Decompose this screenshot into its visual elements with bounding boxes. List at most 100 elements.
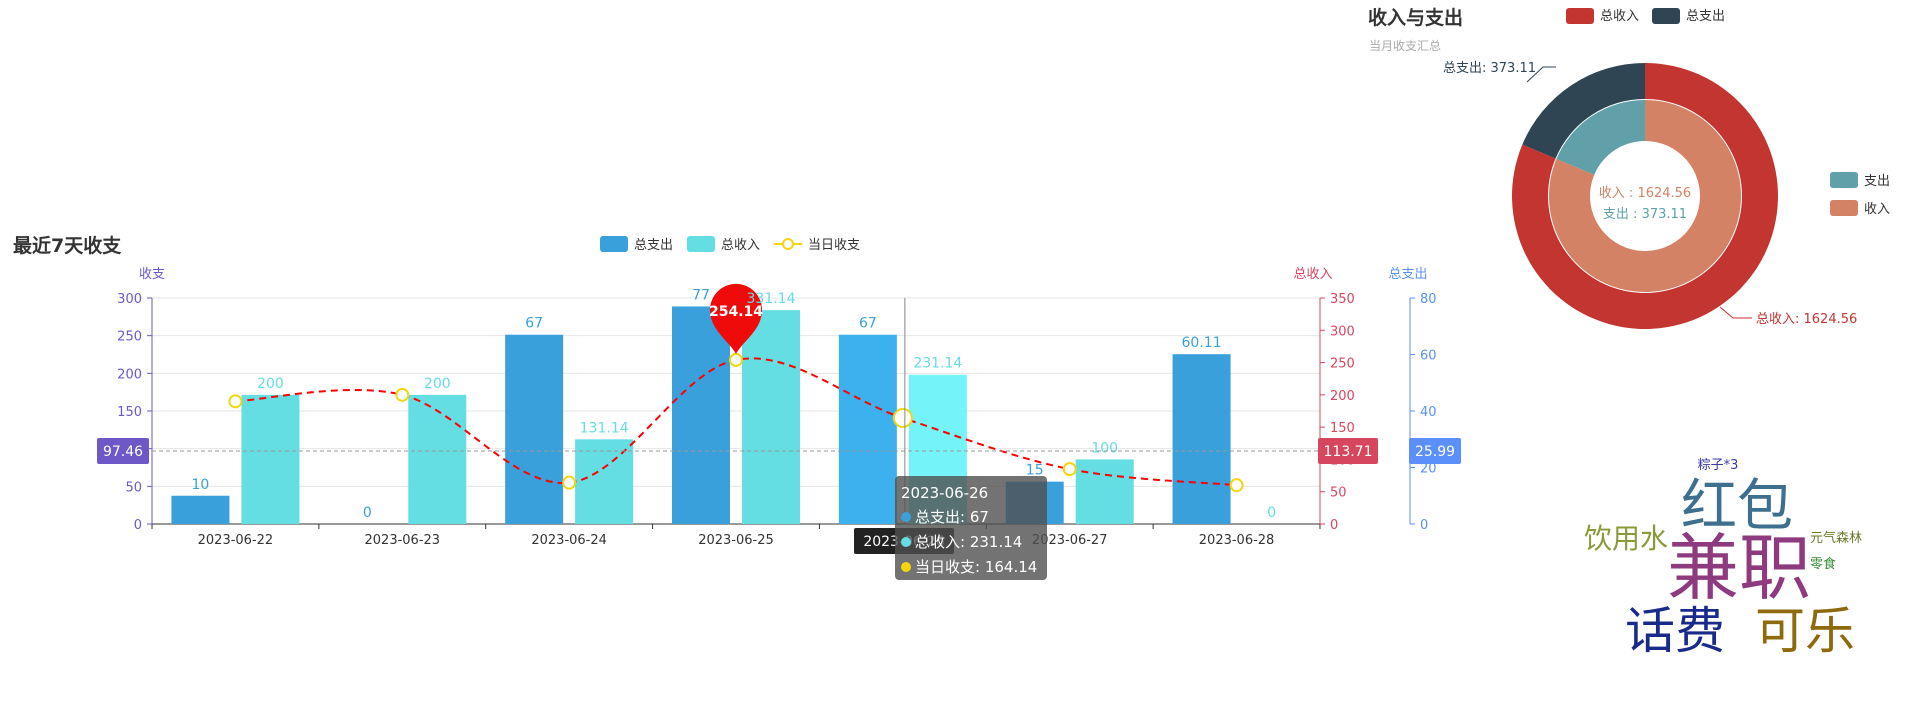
expense-bar[interactable] xyxy=(171,495,230,524)
y-tick-label: 250 xyxy=(1330,357,1355,372)
legend-swatch-income xyxy=(687,236,715,252)
tooltip-row: 总支出: 67 xyxy=(915,508,989,526)
y-axis-right-name: 总收入 xyxy=(1293,267,1332,282)
x-tick-label: 2023-06-23 xyxy=(365,533,441,548)
outer-label-income: 总收入: 1624.56 xyxy=(1756,312,1857,327)
daily-balance-point[interactable] xyxy=(562,475,577,490)
bar-chart-legend[interactable]: 总支出 总收入 当日收支 xyxy=(600,236,860,253)
income-value-label: 0 xyxy=(1267,505,1276,521)
y-tick-label: 40 xyxy=(1420,405,1437,420)
bars[interactable] xyxy=(171,306,1231,524)
expense-value-label: 67 xyxy=(859,316,877,332)
legend-label: 总支出 xyxy=(1686,9,1725,24)
label-line-expense xyxy=(1526,66,1556,83)
legend-label: 支出 xyxy=(1864,174,1890,189)
max-marker-pin: 254.14 xyxy=(709,283,763,354)
y-tick-label: 150 xyxy=(1330,421,1355,436)
tooltip-title: 2023-06-26 xyxy=(901,484,988,502)
max-marker-shape xyxy=(710,283,762,354)
x-tick-label: 2023-06-28 xyxy=(1199,533,1275,548)
max-marker-label: 254.14 xyxy=(709,304,763,320)
daily-balance-point[interactable] xyxy=(1229,478,1244,493)
expense-value-label: 15 xyxy=(1026,463,1044,479)
daily-balance-point[interactable] xyxy=(892,408,913,429)
y-tick-label: 0 xyxy=(1420,518,1428,533)
word-cloud-word: 兼职 xyxy=(1667,526,1811,610)
expense-bar[interactable] xyxy=(672,306,730,524)
word-cloud-word: 话费 xyxy=(1625,602,1725,660)
pie-legend-top[interactable]: 总收入 总支出 xyxy=(1566,8,1725,24)
legend-swatch xyxy=(1566,8,1594,24)
recent-7-days-chart: 最近7天收支 总支出 总收入 当日收支 2023-06-22 2023-06-23 20… xyxy=(13,234,1461,580)
expense-value-label: 60.11 xyxy=(1182,335,1222,351)
legend-label-expense: 总支出 xyxy=(634,238,673,253)
word-cloud-word: 红包 xyxy=(1681,474,1793,539)
daily-balance-point[interactable] xyxy=(1062,462,1077,477)
legend-dot-balance xyxy=(782,238,794,250)
pointer-label-right-bg xyxy=(1318,438,1378,464)
pie-title: 收入与支出 xyxy=(1368,6,1463,29)
legend-label: 收入 xyxy=(1864,202,1890,217)
income-bar[interactable] xyxy=(742,310,800,524)
y-tick-label: 0 xyxy=(134,518,142,533)
y-tick-label: 60 xyxy=(1420,349,1437,364)
legend-swatch xyxy=(1830,172,1858,188)
tooltip-dot xyxy=(901,562,911,572)
y-tick-label: 350 xyxy=(1330,292,1355,307)
income-value-label: 100 xyxy=(1091,440,1118,456)
tooltip-dot xyxy=(901,512,911,522)
inner-slice[interactable] xyxy=(1549,100,1742,292)
y-tick-label: 250 xyxy=(117,330,142,345)
expense-bar[interactable] xyxy=(838,334,897,524)
x-tick-label: 2023-06-24 xyxy=(531,533,607,548)
word-cloud-word: 饮用水 xyxy=(1584,522,1668,555)
x-tick-label: 2023-06-27 xyxy=(1032,533,1108,548)
income-bar[interactable] xyxy=(408,394,467,524)
pointer-label-right2: 25.99 xyxy=(1415,444,1455,460)
income-bar[interactable] xyxy=(241,394,300,524)
pie-slices[interactable] xyxy=(1512,63,1779,330)
data-labels: 10 200 0 200 67 131.14 77 331.14 67 231.14 15 100 60… xyxy=(192,287,1277,521)
tooltip-dot xyxy=(901,537,911,547)
outer-slice[interactable] xyxy=(1522,63,1645,159)
y-tick-label: 300 xyxy=(1330,324,1355,339)
x-tick-label: 2023-06-25 xyxy=(698,533,774,548)
expense-bar[interactable] xyxy=(1172,354,1231,524)
y-tick-label: 80 xyxy=(1420,292,1437,307)
pointer-label-right2-bg xyxy=(1409,438,1461,464)
daily-balance-line[interactable]: 254.14 xyxy=(228,283,1244,493)
legend-label-balance: 当日收支 xyxy=(808,238,860,253)
word-cloud-word: 元气森林 xyxy=(1810,530,1862,546)
pie-labels: 总支出: 373.11 总收入: 1624.56 收入 : 1624.56 支出 : … xyxy=(1443,61,1857,327)
y-axis-right2-name: 总支出 xyxy=(1388,267,1427,282)
pointer-label-right: 113.71 xyxy=(1324,444,1373,460)
expense-bar[interactable] xyxy=(505,334,564,524)
x-tick-label: 2023-06-22 xyxy=(198,533,274,548)
daily-balance-point[interactable] xyxy=(395,387,410,402)
chart-title: 最近7天收支 xyxy=(13,234,122,257)
pointer-label-left: 97.46 xyxy=(103,444,143,460)
tooltip: 2023-06-26 总支出: 67 总收入: 231.14 当日收支: 164.14 xyxy=(895,476,1047,580)
income-value-label: 231.14 xyxy=(913,356,962,372)
income-bar[interactable] xyxy=(1075,459,1134,524)
legend-label-income: 总收入 xyxy=(721,238,760,253)
daily-balance-point[interactable] xyxy=(729,352,743,367)
center-label-income: 收入 : 1624.56 xyxy=(1599,186,1691,201)
pie-subtitle: 当月收支汇总 xyxy=(1369,39,1441,53)
inner-slice[interactable] xyxy=(1556,100,1645,175)
y-tick-label: 150 xyxy=(117,405,142,420)
income-value-label: 200 xyxy=(424,376,451,392)
legend-swatch xyxy=(1652,8,1680,24)
legend-label: 总收入 xyxy=(1600,9,1639,24)
word-cloud-word: 粽子*3 xyxy=(1698,458,1739,473)
legend-swatch xyxy=(1830,200,1858,216)
tooltip-bg xyxy=(895,476,1047,580)
daily-balance-point[interactable] xyxy=(228,394,243,409)
income-value-label: 331.14 xyxy=(747,291,796,307)
income-value-label: 131.14 xyxy=(580,420,629,436)
income-bar[interactable] xyxy=(575,439,634,524)
y-tick-label: 50 xyxy=(1330,486,1347,501)
y-tick-label: 0 xyxy=(1330,518,1338,533)
